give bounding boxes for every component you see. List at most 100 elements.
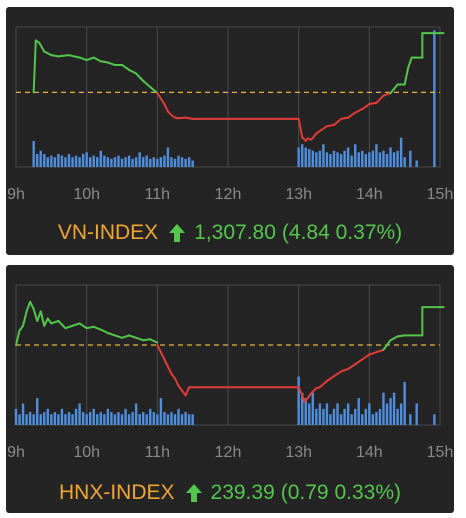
- price-line-segment: [156, 344, 162, 354]
- volume-bar: [371, 414, 375, 425]
- vn-index-chart: 9h 10h 11h 12h 13h 14h 15h: [7, 26, 453, 203]
- volume-bar: [364, 153, 367, 167]
- volume-bar: [103, 414, 106, 425]
- volume-bar: [71, 157, 74, 167]
- price-line-segment: [68, 54, 81, 59]
- price-line-segment: [106, 332, 116, 337]
- volume-bar: [117, 155, 120, 167]
- volume-bar: [346, 403, 350, 425]
- price-line-segment: [368, 351, 378, 356]
- price-line-segment: [121, 63, 131, 71]
- volume-bar: [64, 414, 67, 425]
- volume-bar: [92, 408, 95, 425]
- volume-bar: [368, 403, 371, 425]
- x-tick-label: 12h: [215, 444, 242, 461]
- volume-bar: [301, 392, 304, 425]
- volume-bar: [375, 412, 378, 425]
- price-line-segment: [15, 329, 21, 346]
- price-line-segment: [368, 101, 378, 106]
- volume-bar: [389, 147, 392, 167]
- price-line-segment: [142, 79, 152, 88]
- x-tick-label: 11h: [145, 444, 171, 461]
- volume-bar: [96, 414, 99, 425]
- price-line-segment: [389, 83, 399, 95]
- volume-bar: [308, 149, 311, 167]
- volume-bar: [382, 150, 385, 167]
- volume-bar: [170, 157, 173, 167]
- volume-bar: [43, 412, 46, 425]
- volume-bar: [396, 408, 399, 425]
- volume-bar: [375, 144, 378, 167]
- volume-bar: [134, 403, 138, 425]
- volume-bar: [339, 414, 343, 425]
- volume-bar: [329, 414, 332, 425]
- x-tick-label: 13h: [285, 186, 312, 203]
- volume-bar: [36, 398, 39, 425]
- price-line-segment: [156, 92, 166, 106]
- volume-bar: [57, 414, 60, 425]
- price-line-segment: [361, 103, 371, 111]
- price-line-segment: [310, 132, 318, 141]
- volume-bar: [343, 408, 346, 425]
- volume-bar: [301, 144, 304, 167]
- price-line-segment: [57, 320, 67, 330]
- price-line-segment: [375, 94, 385, 104]
- arrow-up-icon: [169, 224, 186, 242]
- volume-bar: [78, 157, 81, 167]
- volume-bar: [149, 408, 152, 425]
- price-line-segment: [325, 375, 335, 382]
- volume-bar: [191, 160, 194, 167]
- vn-index-panel: 9h 10h 11h 12h 13h 14h 15h VN-INDEX 1,307.80 (…: [6, 7, 454, 255]
- volume-bar: [325, 403, 329, 425]
- volume-bar: [152, 157, 155, 167]
- volume-bar: [297, 376, 300, 425]
- volume-bar: [71, 414, 74, 425]
- volume-bar: [78, 403, 81, 425]
- price-line-segment: [121, 334, 131, 339]
- price-line-segment: [354, 108, 364, 114]
- volume-bar: [106, 408, 110, 425]
- price-line-segment: [85, 56, 95, 62]
- volume-bar: [53, 157, 57, 167]
- volume-bar: [180, 157, 184, 167]
- volume-bar: [308, 403, 311, 425]
- volume-bar: [184, 158, 187, 167]
- volume-bar: [85, 414, 88, 425]
- price-line-segment: [403, 66, 410, 86]
- volume-bar: [113, 414, 117, 425]
- price-line-segment: [166, 365, 173, 375]
- volume-bar: [364, 408, 367, 425]
- price-line-segment: [297, 117, 304, 139]
- price-line-segment: [142, 338, 152, 342]
- volume-bar: [120, 414, 124, 425]
- volume-bar: [152, 412, 155, 425]
- volume-bar: [403, 157, 406, 167]
- volume-bar: [339, 153, 343, 167]
- price-line-segment: [57, 54, 70, 58]
- volume-bar: [378, 152, 382, 167]
- volume-bar: [399, 137, 403, 167]
- price-line-segment: [389, 335, 399, 342]
- volume-bar: [378, 408, 382, 425]
- volume-bar: [156, 158, 159, 167]
- volume-bar: [311, 150, 314, 167]
- volume-bar: [85, 152, 88, 167]
- volume-bar: [36, 153, 39, 167]
- volume-bar: [81, 412, 85, 425]
- volume-bar: [127, 155, 131, 167]
- price-line-segment: [149, 338, 159, 344]
- price-line-segment: [340, 116, 350, 120]
- volume-bar: [113, 157, 117, 167]
- volume-bar: [89, 412, 92, 425]
- hnx-index-change: (0.79 0.33%): [280, 481, 401, 504]
- volume-bar: [103, 155, 106, 167]
- price-line-segment: [174, 377, 180, 387]
- volume-bar: [368, 152, 371, 167]
- volume-bar: [177, 408, 180, 425]
- x-tick-label: 11h: [145, 186, 171, 203]
- price-line-segment: [128, 334, 138, 339]
- price-line-segment: [29, 300, 35, 310]
- volume-bar: [297, 147, 300, 167]
- volume-bar: [325, 152, 329, 167]
- volume-bar: [142, 412, 145, 425]
